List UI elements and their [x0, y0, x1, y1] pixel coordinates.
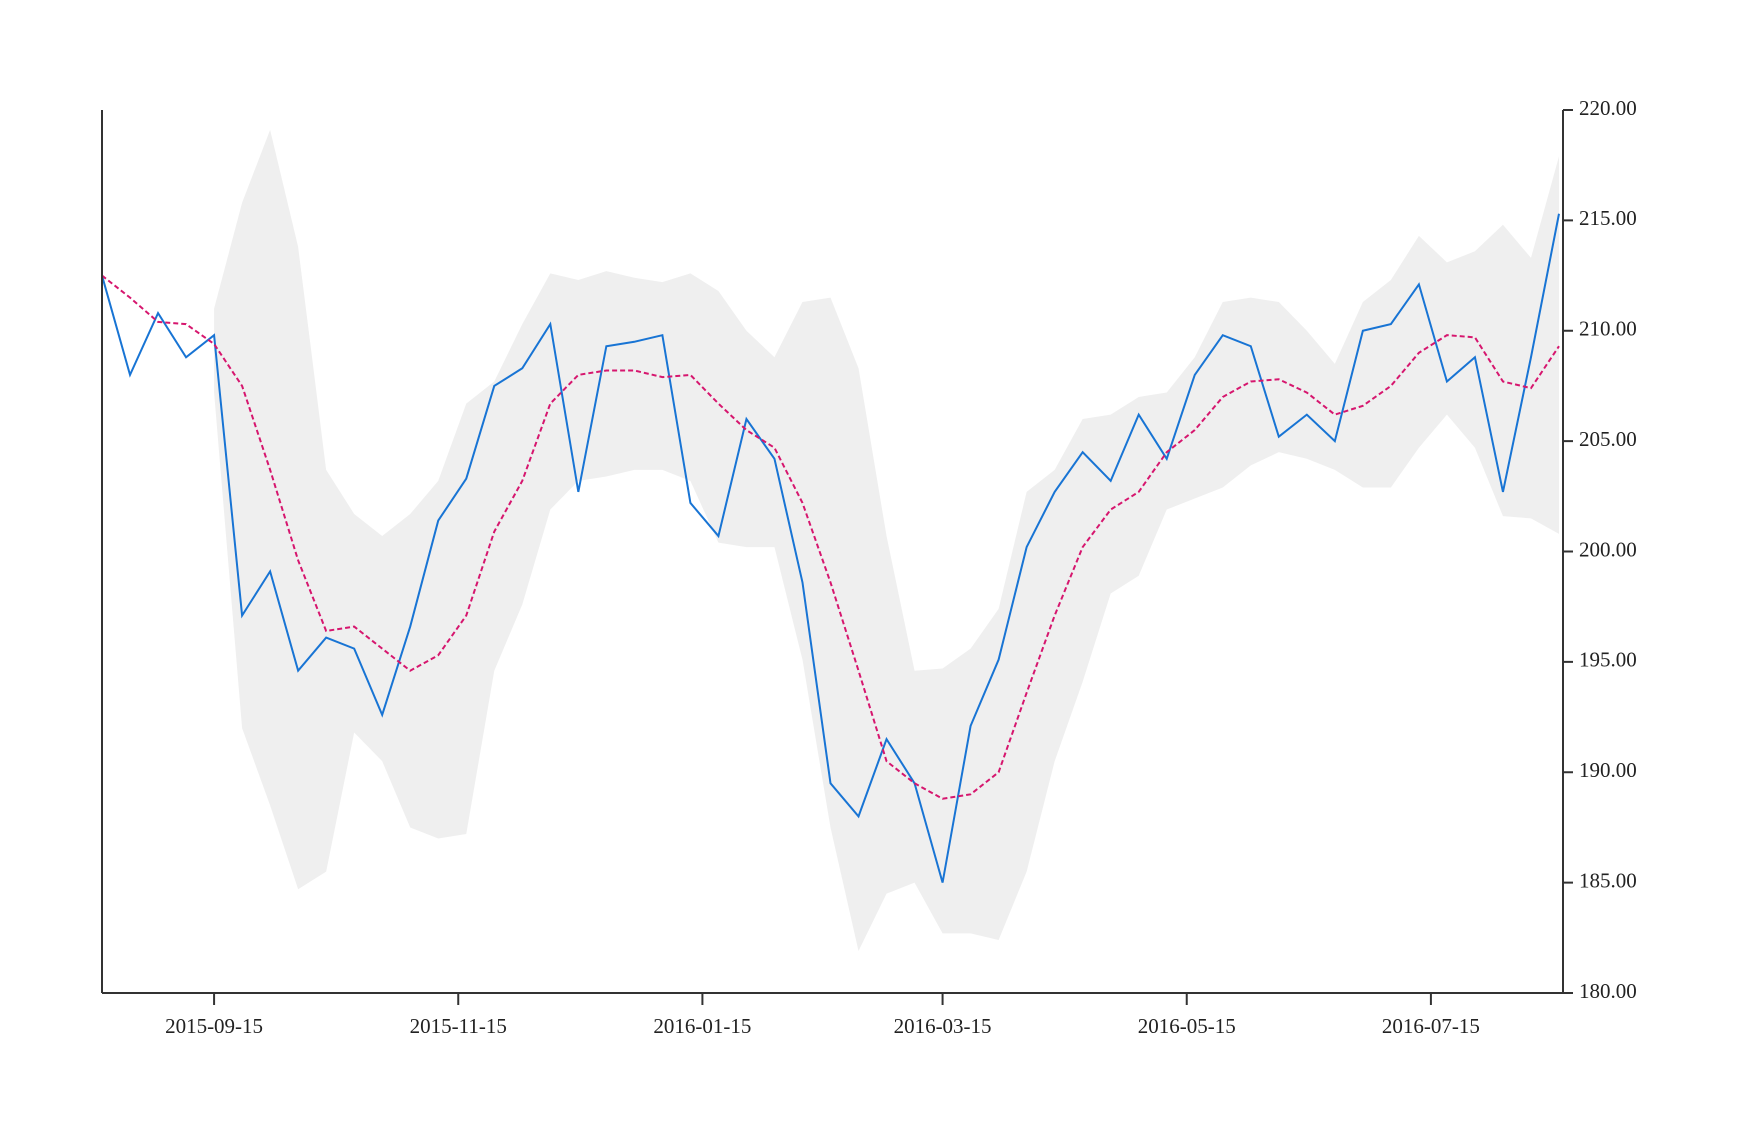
x-tick-label: 2016-01-15 — [653, 1014, 751, 1038]
y-tick-label: 180.00 — [1579, 979, 1637, 1003]
y-tick-label: 215.00 — [1579, 206, 1637, 230]
y-tick-label: 220.00 — [1579, 96, 1637, 120]
y-tick-label: 190.00 — [1579, 758, 1637, 782]
moving-average-line — [101, 274, 1560, 800]
y-tick-label: 185.00 — [1579, 868, 1637, 892]
y-tick-label: 200.00 — [1579, 537, 1637, 561]
y-tick-label: 195.00 — [1579, 648, 1637, 672]
band-area — [214, 129, 1559, 952]
y-tick-label: 210.00 — [1579, 317, 1637, 341]
x-tick-label: 2015-11-15 — [410, 1014, 507, 1038]
y-tick-label: 205.00 — [1579, 427, 1637, 451]
x-tick-label: 2015-09-15 — [165, 1014, 263, 1038]
x-tick-label: 2016-05-15 — [1138, 1014, 1236, 1038]
x-tick-label: 2016-07-15 — [1382, 1014, 1480, 1038]
x-tick-label: 2016-03-15 — [894, 1014, 992, 1038]
price-line — [101, 213, 1560, 883]
